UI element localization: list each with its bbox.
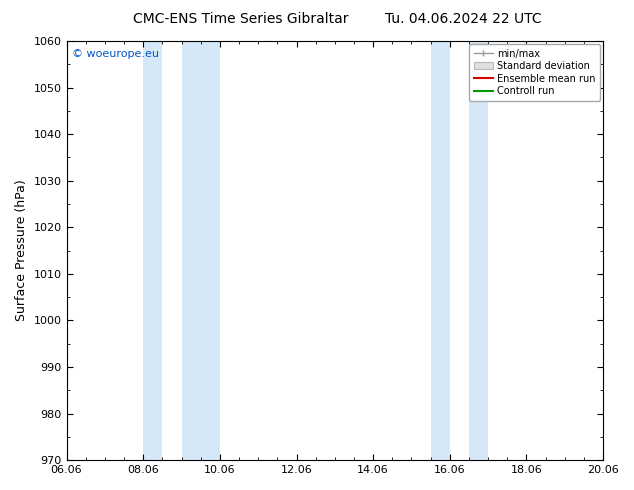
Bar [181, 41, 220, 460]
Text: Tu. 04.06.2024 22 UTC: Tu. 04.06.2024 22 UTC [384, 12, 541, 26]
Y-axis label: Surface Pressure (hPa): Surface Pressure (hPa) [15, 180, 28, 321]
Bar [143, 41, 162, 460]
Bar [430, 41, 450, 460]
Bar [469, 41, 488, 460]
Legend: min/max, Standard deviation, Ensemble mean run, Controll run: min/max, Standard deviation, Ensemble me… [469, 44, 600, 101]
Text: © woeurope.eu: © woeurope.eu [72, 49, 159, 59]
Text: CMC-ENS Time Series Gibraltar: CMC-ENS Time Series Gibraltar [133, 12, 349, 26]
